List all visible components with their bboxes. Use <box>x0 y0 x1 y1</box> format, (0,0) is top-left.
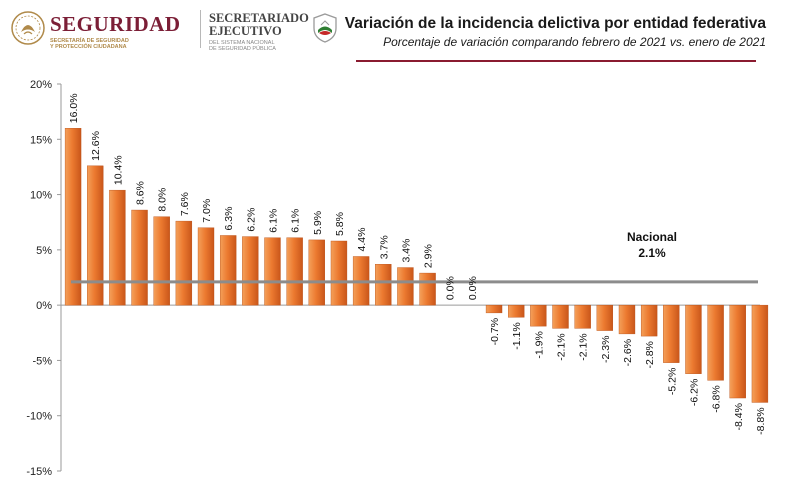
y-tick-label: 5% <box>36 245 52 257</box>
seguridad-logo-subtitle-1: SECRETARÍA DE SEGURIDAD <box>50 38 129 44</box>
data-label: 8.6% <box>135 181 147 205</box>
data-label: 2.9% <box>423 244 435 268</box>
bar <box>242 236 259 306</box>
bar <box>552 304 569 329</box>
y-tick-label: -10% <box>26 411 52 423</box>
data-label: -2.6% <box>622 339 634 366</box>
nacional-value-label: 2.1% <box>638 246 666 260</box>
seguridad-logo: SEGURIDAD SECRETARÍA DE SEGURIDAD Y PROT… <box>10 10 200 50</box>
bar <box>64 128 82 306</box>
chart-subtitle: Porcentaje de variación comparando febre… <box>383 35 766 49</box>
bar <box>308 239 325 306</box>
national-seal-icon <box>11 11 45 45</box>
bar <box>729 304 746 399</box>
data-label: 0.0% <box>445 276 457 300</box>
chart-title: Variación de la incidencia delictiva por… <box>344 15 766 32</box>
bar <box>397 267 414 306</box>
bar <box>153 216 170 306</box>
data-label: 10.4% <box>112 155 124 185</box>
data-label: 8.0% <box>157 188 169 212</box>
y-tick-label: 0% <box>36 300 52 312</box>
data-label: -6.8% <box>711 385 723 412</box>
data-label: 5.9% <box>312 211 324 235</box>
data-label: -8.8% <box>755 407 767 434</box>
bar <box>640 304 658 337</box>
secretariado-logo: SECRETARIADO EJECUTIVO DEL SISTEMA NACIO… <box>209 12 344 52</box>
nacional-label: Nacional <box>627 230 677 244</box>
data-label: 0.0% <box>467 276 479 300</box>
data-label: -8.4% <box>733 403 745 430</box>
data-label: 3.7% <box>378 235 390 259</box>
bar <box>197 227 215 306</box>
bar <box>618 304 636 335</box>
secretariado-logo-title-1: SECRETARIADO <box>209 11 309 25</box>
bar <box>87 165 104 306</box>
bar <box>508 304 525 318</box>
bar <box>264 237 281 306</box>
bar <box>663 304 680 363</box>
data-label: 12.6% <box>90 131 102 161</box>
data-label: -1.1% <box>511 322 523 349</box>
data-label: -2.8% <box>644 341 656 368</box>
data-label: 16.0% <box>68 93 80 123</box>
secretariado-logo-subtitle-2: DE SEGURIDAD PÚBLICA <box>209 46 276 52</box>
y-tick-label: 20% <box>30 79 52 91</box>
data-label: 5.8% <box>334 212 346 236</box>
data-label: 6.1% <box>290 209 302 233</box>
data-label: 4.4% <box>356 228 368 252</box>
data-label: 6.2% <box>245 208 257 232</box>
bar <box>131 209 148 306</box>
bar <box>419 272 436 306</box>
data-label: 6.1% <box>267 209 279 233</box>
data-label: 7.6% <box>179 192 191 216</box>
bar <box>530 304 547 327</box>
seguridad-logo-subtitle-2: Y PROTECCIÓN CIUDADANA <box>50 44 127 50</box>
header: SEGURIDAD SECRETARÍA DE SEGURIDAD Y PROT… <box>0 0 790 62</box>
bar <box>109 189 126 306</box>
data-label: 3.4% <box>400 239 412 263</box>
data-label: 7.0% <box>201 199 213 223</box>
bar <box>485 304 503 314</box>
data-label: -0.7% <box>489 318 501 345</box>
data-label: -5.2% <box>666 368 678 395</box>
title-underline <box>356 60 756 62</box>
bar <box>330 240 348 306</box>
secretariado-logo-subtitle-1: DEL SISTEMA NACIONAL <box>209 40 275 46</box>
y-tick-label: -15% <box>26 466 52 478</box>
data-label: -2.1% <box>556 333 568 360</box>
bar <box>574 304 591 329</box>
seguridad-logo-title: SEGURIDAD <box>50 12 181 36</box>
reference-line-group: Nacional 2.1% <box>71 230 758 284</box>
data-labels: 16.0% 12.6% 10.4% 8.6% 8.0% 7.6% 7.0% 6.3% 6.2% 6… <box>68 93 767 434</box>
y-tick-label: 15% <box>30 134 52 146</box>
bar <box>596 304 614 331</box>
bar <box>175 220 193 306</box>
data-label: -6.2% <box>688 379 700 406</box>
data-label: -2.1% <box>578 333 590 360</box>
data-label: -2.3% <box>600 336 612 363</box>
secretariado-logo-title-2: EJECUTIVO <box>209 24 282 38</box>
bar-series <box>64 128 769 403</box>
bar <box>375 264 392 306</box>
bar <box>751 304 769 403</box>
bar <box>707 304 724 381</box>
shield-icon <box>313 13 337 43</box>
data-label: -1.9% <box>533 331 545 358</box>
y-tick-label: 10% <box>30 190 52 202</box>
bar <box>685 304 702 374</box>
logo-divider <box>200 10 201 48</box>
y-tick-label: -5% <box>32 355 52 367</box>
data-label: 6.3% <box>223 207 235 231</box>
bar <box>286 237 303 306</box>
bar <box>219 235 237 306</box>
